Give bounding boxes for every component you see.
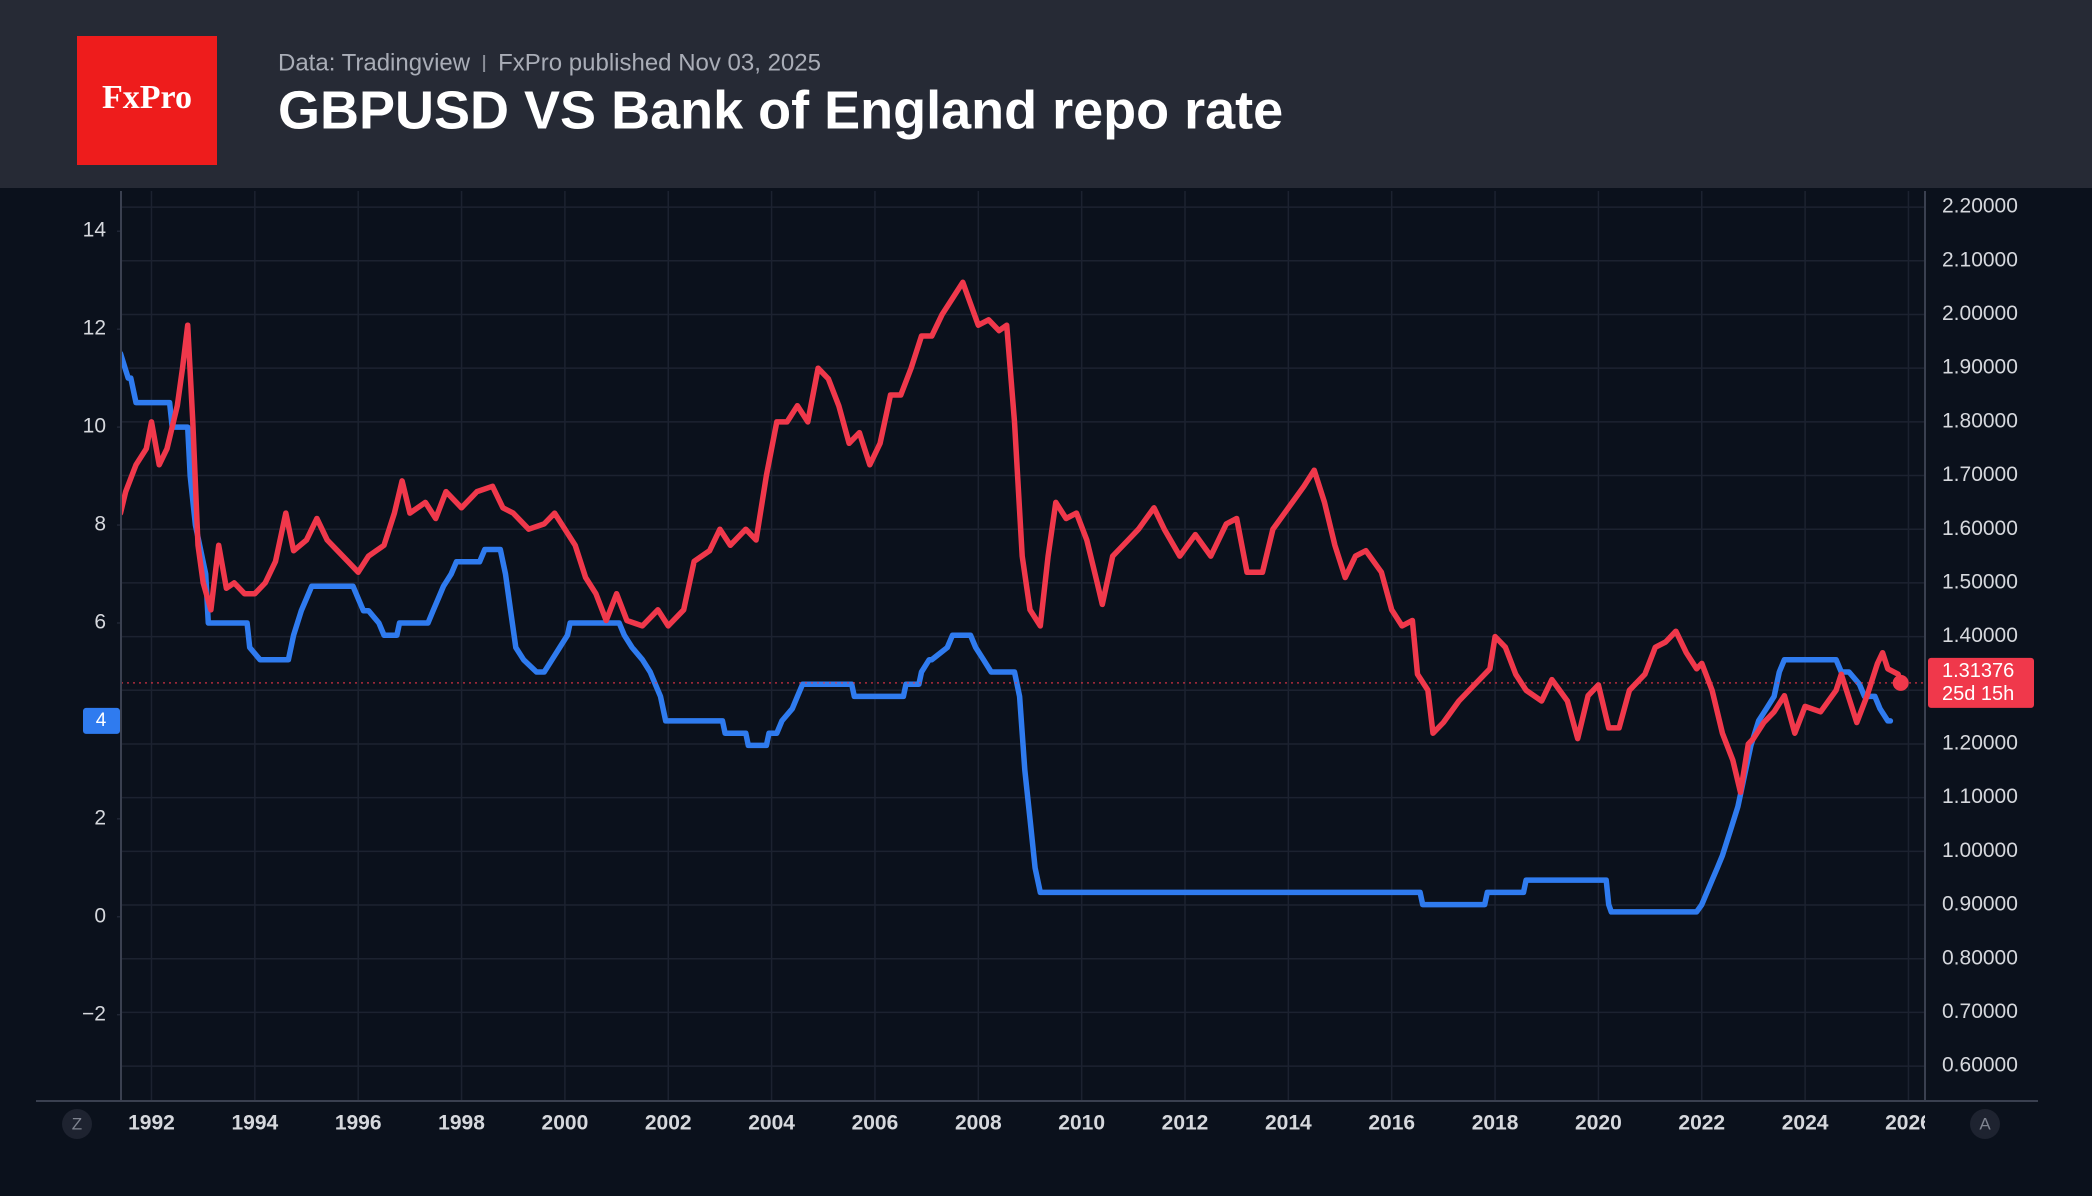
series-line [121, 279, 1904, 796]
x-tick-label: 1996 [335, 1112, 382, 1135]
subtitle: FxPro published Nov 03, 2025 [498, 49, 821, 76]
x-tick-label: 1992 [128, 1112, 175, 1135]
control-button[interactable] [1970, 1109, 2000, 1139]
y2-tick-label: 0.80000 [1942, 946, 2018, 969]
control-button[interactable] [62, 1109, 92, 1139]
x-tick-label: 2000 [542, 1112, 589, 1135]
x-tick-label: 2016 [1368, 1112, 1415, 1135]
y2-tick-label: 0.90000 [1942, 893, 2018, 916]
x-tick-label: 2022 [1678, 1112, 1725, 1135]
logo-box [77, 36, 217, 165]
y2-tick-label: 1.50000 [1942, 570, 2018, 593]
y2-tick-label: 2.20000 [1942, 195, 2018, 218]
y2-tick-label: 0.70000 [1942, 1000, 2018, 1023]
y2-tick-label: 1.80000 [1942, 409, 2018, 432]
x-tick-label: 2026 [1885, 1112, 1932, 1135]
y-tick-label: 12 [83, 317, 106, 340]
x-tick-label: 2008 [955, 1112, 1002, 1135]
y-tick-label: 0 [94, 904, 106, 927]
y-tick-label: 6 [94, 611, 106, 634]
y-tick-label: −2 [82, 1002, 106, 1025]
x-tick-label: 2002 [645, 1112, 692, 1135]
x-tick-label: 1998 [438, 1112, 485, 1135]
y-tick-label: 8 [94, 513, 106, 536]
y2-tick-label: 0.60000 [1942, 1054, 2018, 1077]
logo: FxPro [102, 79, 192, 116]
y-tick-label: 14 [83, 219, 107, 242]
y2-tick-label: 1.10000 [1942, 785, 2018, 808]
y2-tick-label: 1.00000 [1942, 839, 2018, 862]
control-label: A [1979, 1114, 1991, 1133]
control-label: Z [72, 1114, 82, 1133]
x-tick-label: 2006 [852, 1112, 899, 1135]
x-tick-label: 1994 [231, 1112, 278, 1135]
price-label-box [1928, 657, 2034, 708]
y2-tick-label: 1.90000 [1942, 356, 2018, 379]
y2-tick-label: 2.00000 [1942, 302, 2018, 325]
y2-tick-label: 2.10000 [1942, 248, 2018, 271]
x-tick-label: 2010 [1058, 1112, 1105, 1135]
rate-label: 4 [96, 710, 107, 731]
chart-title: GBPUSD VS Bank of England repo rate [278, 80, 1283, 140]
price-label: 1.31376 [1942, 660, 2014, 682]
x-tick-label: 2004 [748, 1112, 795, 1135]
y2-tick-label: 1.70000 [1942, 463, 2018, 486]
y2-tick-label: 1.40000 [1942, 624, 2018, 647]
last-point [1892, 674, 1909, 691]
x-tick-label: 2012 [1162, 1112, 1209, 1135]
x-tick-labels: 1992 1994 1996 1998 2000 2002 2004 2006 2008 2010… [128, 1112, 1932, 1135]
x-tick-label: 2014 [1265, 1112, 1312, 1135]
y-tick-label: 2 [94, 806, 106, 829]
y2-tick-label: 1.60000 [1942, 517, 2018, 540]
countdown-label: 25d 15h [1942, 683, 2014, 705]
y2-tick-label: 1.20000 [1942, 732, 2018, 755]
series-line [121, 350, 1894, 915]
y-tick-label: 10 [83, 415, 106, 438]
source: Data: Tradingview [278, 49, 471, 76]
header-bar [0, 0, 2092, 188]
rate-label-box [83, 707, 120, 734]
x-tick-label: 2020 [1575, 1112, 1622, 1135]
x-tick-label: 2018 [1472, 1112, 1519, 1135]
x-tick-label: 2024 [1782, 1112, 1829, 1135]
